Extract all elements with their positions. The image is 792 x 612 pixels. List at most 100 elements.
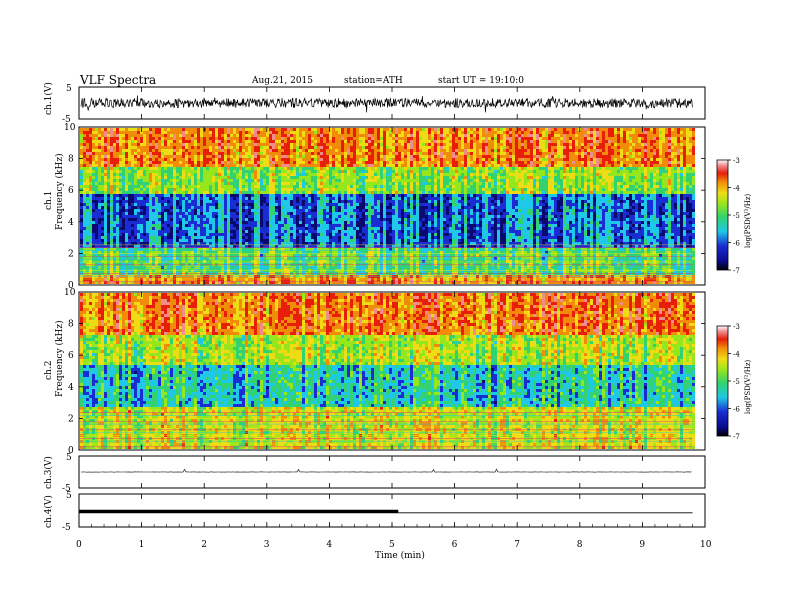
spectrogram-cell [284,245,287,248]
spectrogram-cell [155,233,158,236]
spectrogram-cell [320,275,323,278]
spectrogram-cell [89,236,92,239]
spectrogram-cell [134,164,137,167]
spectrogram-cell [113,233,116,236]
spectrogram-cell [221,167,224,170]
spectrogram-cell [215,173,218,176]
spectrogram-cell [137,143,140,146]
spectrogram-cell [344,206,347,209]
spectrogram-cell [98,185,101,188]
spectrogram-cell [131,146,134,149]
spectrogram-cell [284,179,287,182]
spectrogram-cell [119,179,122,182]
spectrogram-cell [359,218,362,221]
spectrogram-cell [179,200,182,203]
spectrogram-cell [158,206,161,209]
spectrogram-cell [212,227,215,230]
spectrogram-cell [242,167,245,170]
spectrogram-cell [302,245,305,248]
spectrogram-cell [143,245,146,248]
spectrogram-cell [122,137,125,140]
spectrogram-cell [284,218,287,221]
spectrogram-cell [353,221,356,224]
spectrogram-cell [362,254,365,257]
spectrogram-cell [353,212,356,215]
spectrogram-cell [140,221,143,224]
spectrogram-cell [188,218,191,221]
spectrogram-cell [263,221,266,224]
spectrogram-cell [155,146,158,149]
spectrogram-cell [194,185,197,188]
spectrogram-cell [242,188,245,191]
spectrogram-cell [347,281,350,284]
spectrogram-cell [227,149,230,152]
spectrogram-cell [143,158,146,161]
spectrogram-cell [356,275,359,278]
spectrogram-cell [365,206,368,209]
spectrogram-cell [332,185,335,188]
spectrogram-cell [260,152,263,155]
spectrogram-cell [221,182,224,185]
spectrogram-cell [302,227,305,230]
spectrogram-cell [302,182,305,185]
spectrogram-cell [95,212,98,215]
spectrogram-cell [281,275,284,278]
spectrogram-cell [152,218,155,221]
spectrogram-cell [308,227,311,230]
spectrogram-cell [140,260,143,263]
spectrogram-cell [365,209,368,212]
spectrogram-cell [143,191,146,194]
spectrogram-cell [212,257,215,260]
spectrogram-cell [329,209,332,212]
spectrogram-cell [275,158,278,161]
spectrogram-cell [329,191,332,194]
spectrogram-cell [272,170,275,173]
spectrogram-cell [242,215,245,218]
spectrogram-cell [302,221,305,224]
spectrogram-cell [188,170,191,173]
spectrogram-cell [164,257,167,260]
spectrogram-cell [95,257,98,260]
spectrogram-cell [248,260,251,263]
spectrogram-cell [242,146,245,149]
spectrogram-cell [149,158,152,161]
spectrogram-cell [212,212,215,215]
spectrogram-cell [89,260,92,263]
spectrogram-cell [140,164,143,167]
spectrogram-cell [164,242,167,245]
spectrogram-cell [233,158,236,161]
spectrogram-cell [305,236,308,239]
spectrogram-cell [221,128,224,131]
spectrogram-cell [104,167,107,170]
spectrogram-cell [92,209,95,212]
spectrogram-cell [167,197,170,200]
spectrogram-cell [260,254,263,257]
spectrogram-cell [110,161,113,164]
spectrogram-cell [233,146,236,149]
spectrogram-cell [362,188,365,191]
spectrogram-cell [197,242,200,245]
spectrogram-cell [197,194,200,197]
spectrogram-cell [134,233,137,236]
spectrogram-cell [113,134,116,137]
spectrogram-cell [92,245,95,248]
spectrogram-cell [104,245,107,248]
spectrogram-cell [140,167,143,170]
spectrogram-cell [161,134,164,137]
spectrogram-cell [197,170,200,173]
spectrogram-cell [176,227,179,230]
spectrogram-cell [317,221,320,224]
spectrogram-cell [155,227,158,230]
spectrogram-cell [104,215,107,218]
spectrogram-cell [311,215,314,218]
spectrogram-cell [113,191,116,194]
spectrogram-cell [245,155,248,158]
spectrogram-cell [344,194,347,197]
spectrogram-cell [323,239,326,242]
spectrogram-cell [143,155,146,158]
spectrogram-cell [125,227,128,230]
spectrogram-cell [116,176,119,179]
spectrogram-cell [170,227,173,230]
spectrogram-cell [146,191,149,194]
